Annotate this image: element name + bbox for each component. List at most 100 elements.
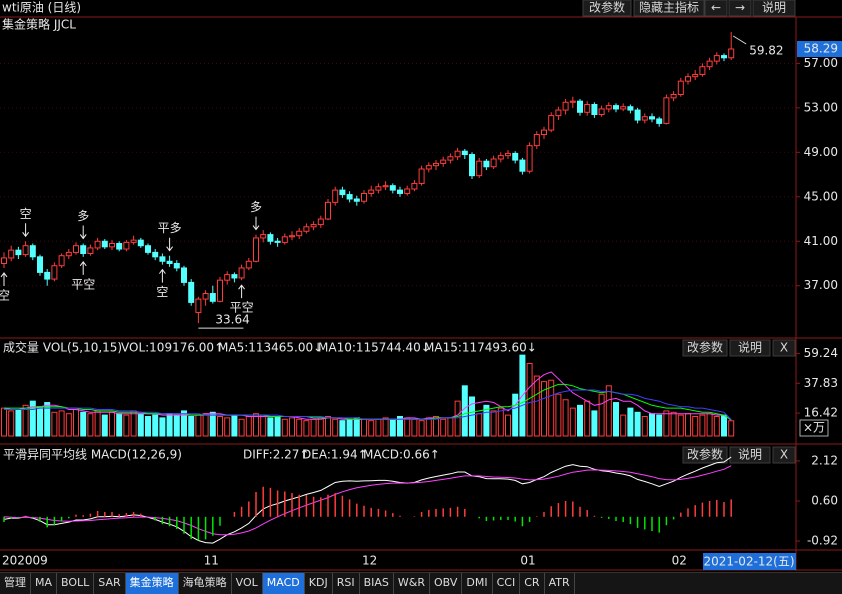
legend-entry: MA5:113465.00↓ — [218, 341, 323, 355]
tab[interactable]: MA — [31, 573, 58, 594]
candle-body — [519, 159, 526, 172]
volume-bar — [656, 414, 663, 437]
volume-bar — [245, 415, 252, 437]
pane-button[interactable]: 改参数 — [682, 446, 728, 464]
candle-body — [1, 257, 7, 265]
candle-body — [267, 234, 274, 242]
pane-button[interactable]: 说明 — [729, 339, 771, 357]
candle-body — [238, 267, 245, 279]
pane-button[interactable]: 说明 — [729, 446, 771, 464]
volume-bar — [188, 415, 195, 437]
tab[interactable]: MACD — [262, 573, 305, 594]
window-title: wti原油 (日线) — [2, 1, 81, 15]
toolbar-button[interactable]: ← — [704, 0, 728, 17]
volume-bar — [94, 410, 101, 437]
volume-bar — [577, 404, 583, 437]
button-bg — [752, 0, 796, 17]
tab[interactable]: 海龟策略 — [179, 573, 232, 594]
volume-bar — [44, 402, 51, 437]
date-label: 2021-02-12(五) — [703, 555, 794, 569]
button-label: X — [780, 341, 788, 355]
signal-label: 平空 — [230, 301, 254, 315]
volume-bar — [37, 406, 43, 437]
candle-body — [80, 245, 87, 254]
tab[interactable]: RSI — [333, 573, 360, 594]
candle-body — [22, 245, 29, 256]
candle-body — [94, 240, 101, 249]
tab[interactable]: KDJ — [305, 573, 333, 594]
tab[interactable]: 管理 — [0, 573, 31, 594]
candle-body — [231, 274, 238, 279]
volume-bar — [22, 404, 29, 437]
tab[interactable]: CCI — [493, 573, 521, 594]
candle-body — [404, 188, 411, 194]
volume-bar — [440, 418, 447, 437]
tab[interactable]: DMI — [462, 573, 493, 594]
candle-body — [425, 165, 432, 170]
volume-bar — [375, 418, 382, 437]
candle-body — [109, 242, 115, 248]
tab[interactable]: SAR — [94, 573, 126, 594]
y-tick-label: 16.42 — [804, 406, 838, 420]
volume-bar — [677, 414, 684, 437]
candle-body — [713, 55, 720, 62]
volume-bar — [613, 402, 619, 437]
tab[interactable]: VOL — [232, 573, 263, 594]
pane-button[interactable]: 改参数 — [682, 339, 728, 357]
signal-arrow — [79, 225, 87, 240]
y-tick-label: 49.00 — [804, 145, 838, 159]
legend-entry: MA15:117493.60↓ — [424, 341, 537, 355]
candle-body — [526, 145, 533, 172]
volume-bar — [209, 411, 216, 437]
high-label: 59.82 — [749, 44, 783, 58]
button-label: 隐藏主指标 — [639, 0, 699, 15]
volume-bar — [584, 400, 591, 437]
tab[interactable]: 集金策略 — [125, 573, 179, 594]
candle-body — [418, 168, 425, 184]
toolbar-button[interactable]: 隐藏主指标 — [633, 0, 705, 17]
candle-body — [339, 189, 346, 196]
button-label: X — [780, 448, 788, 462]
tab[interactable]: OBV — [430, 573, 463, 594]
volume-bar — [591, 410, 598, 437]
candle-body — [202, 293, 209, 300]
pane-title: 成交量 VOL(5,10,15) — [3, 340, 122, 355]
pane-button[interactable]: X — [772, 446, 796, 464]
button-label: ← — [711, 1, 721, 15]
y-tick-label: 0.60 — [811, 493, 838, 507]
toolbar-button[interactable]: 说明 — [752, 0, 796, 17]
volume-bar — [663, 410, 670, 437]
volume-bar — [296, 418, 303, 437]
signal-label: 空 — [0, 288, 10, 302]
signal-label: 多 — [77, 209, 89, 223]
candle-body — [375, 186, 382, 191]
toolbar-button[interactable]: 改参数 — [582, 0, 632, 17]
tab[interactable]: ATR — [545, 573, 575, 594]
candle-body — [87, 247, 94, 254]
tab[interactable]: BIAS — [360, 573, 394, 594]
candle-body — [303, 226, 310, 232]
volume-bar — [461, 385, 468, 437]
button-bg — [633, 0, 705, 17]
candle-body — [15, 249, 22, 256]
candle-body — [555, 109, 562, 117]
volume-bar — [310, 418, 317, 437]
candle-body — [433, 162, 439, 167]
volume-bar — [181, 410, 187, 437]
volume-bar — [418, 420, 425, 437]
pane-button[interactable]: X — [772, 339, 796, 357]
button-bg — [728, 0, 752, 17]
volume-bar — [224, 417, 231, 437]
candle-body — [627, 106, 634, 111]
volume-bar — [101, 414, 108, 437]
volume-bar — [397, 415, 403, 437]
candle-body — [361, 192, 367, 202]
toolbar-button[interactable]: → — [728, 0, 752, 17]
signal-arrow — [238, 284, 245, 299]
volume-bar — [706, 413, 713, 437]
tab[interactable]: CR — [520, 573, 545, 594]
volume-bar — [217, 415, 223, 437]
tab[interactable]: W&R — [394, 573, 430, 594]
tab[interactable]: BOLL — [57, 573, 95, 594]
candle-body — [469, 154, 475, 177]
